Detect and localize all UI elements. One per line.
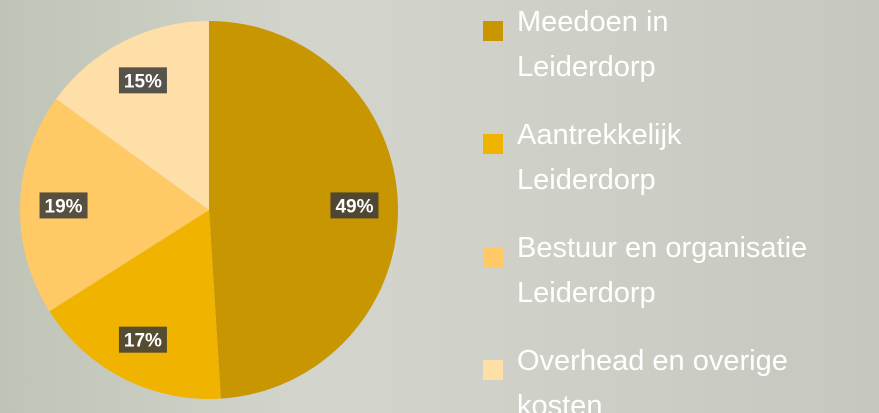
legend-swatch — [483, 21, 503, 41]
data-label: 17% — [119, 327, 167, 353]
legend-swatch — [483, 134, 503, 154]
legend-label: Meedoen in Leiderdorp — [517, 0, 669, 90]
data-label-text: 17% — [124, 331, 162, 352]
legend-swatch — [483, 360, 503, 380]
legend-swatch — [483, 247, 503, 267]
data-label-text: 15% — [124, 71, 162, 92]
data-label: 15% — [119, 67, 167, 93]
data-label: 49% — [330, 192, 378, 218]
data-label-text: 19% — [45, 196, 83, 217]
legend-label: Aantrekkelijk Leiderdorp — [517, 113, 681, 203]
data-label: 19% — [40, 192, 88, 218]
legend-label: Bestuur en organisatie Leiderdorp — [517, 226, 807, 316]
chart: 49% 17% 19% 15% Meedoen in Leiderdorp Aantre… — [0, 0, 879, 413]
data-label-text: 49% — [335, 196, 373, 217]
legend-label: Overhead en overige kosten — [517, 339, 788, 413]
